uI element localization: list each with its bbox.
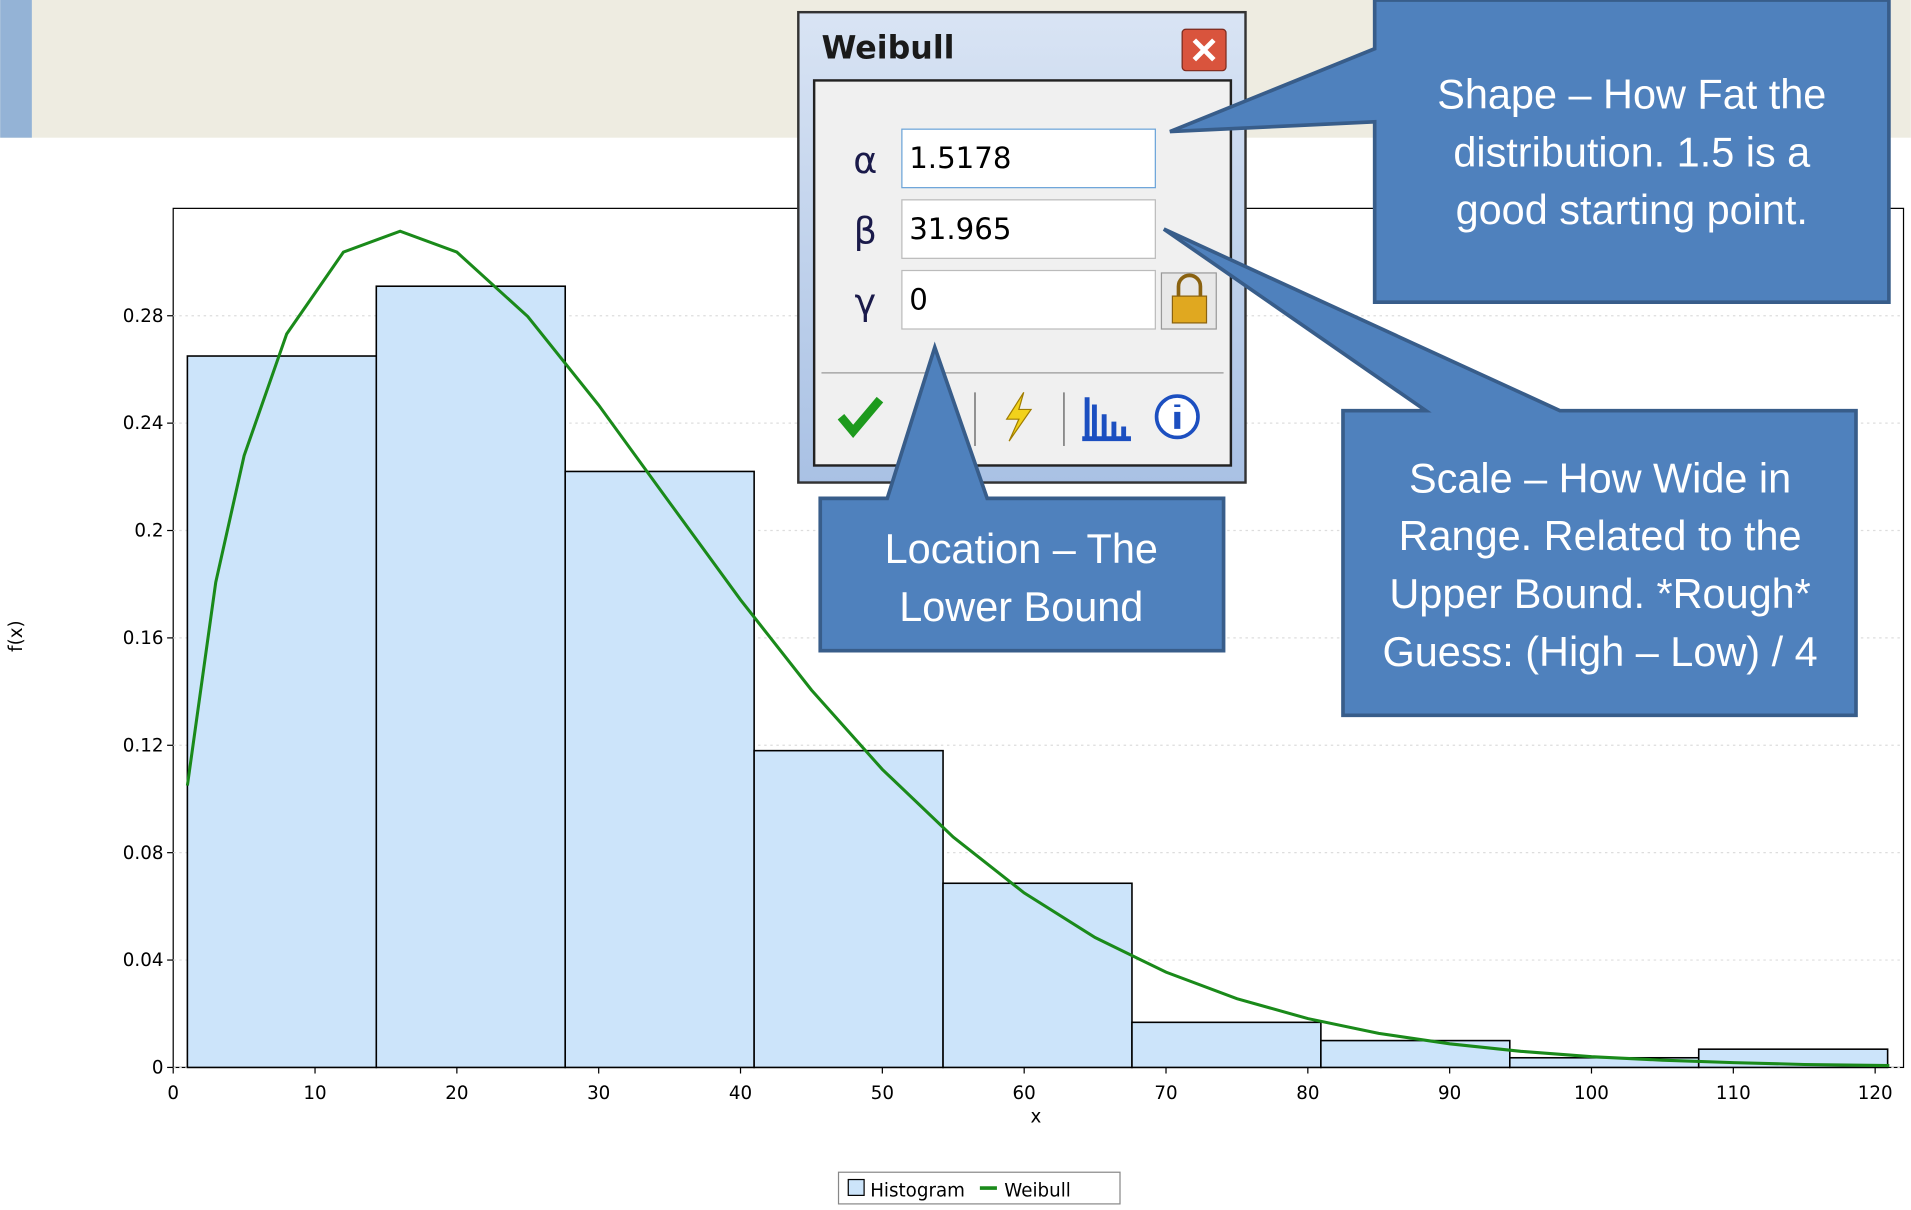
callout-text: Shape – How Fat the	[1437, 70, 1826, 117]
x-tick-label: 110	[1716, 1083, 1751, 1104]
x-tick-label: 60	[1013, 1083, 1036, 1104]
y-tick-label: 0.2	[134, 521, 163, 542]
x-tick-label: 40	[729, 1083, 752, 1104]
x-axis-label: x	[1031, 1106, 1042, 1127]
callout-text: Scale – How Wide in	[1409, 454, 1791, 501]
x-tick-label: 30	[587, 1083, 610, 1104]
legend: Histogram Weibull	[839, 1172, 1120, 1204]
param-value: 1.5178	[909, 141, 1011, 175]
y-tick-label: 0.28	[123, 306, 164, 327]
param-input[interactable]	[902, 271, 1155, 329]
param-value: 0	[909, 283, 928, 317]
param-symbol: α	[853, 139, 877, 182]
param-symbol: γ	[855, 280, 877, 323]
bar	[943, 883, 1132, 1067]
x-tick-label: 120	[1858, 1083, 1893, 1104]
callout-text: Guess: (High – Low) / 4	[1383, 628, 1818, 675]
x-tick-label: 70	[1154, 1083, 1177, 1104]
callout-text: Lower Bound	[899, 583, 1143, 630]
x-tick-label: 10	[303, 1083, 326, 1104]
bar	[565, 471, 754, 1067]
y-tick-label: 0.16	[123, 628, 164, 649]
callout-text: distribution. 1.5 is a	[1453, 128, 1811, 175]
x-tick-label: 20	[445, 1083, 468, 1104]
y-axis-label: f(x)	[6, 620, 27, 652]
dialog-title: Weibull	[821, 30, 954, 66]
y-tick-label: 0.24	[123, 413, 164, 434]
bar	[187, 356, 376, 1067]
x-tick-label: 90	[1438, 1083, 1461, 1104]
legend-label: Weibull	[1004, 1181, 1071, 1202]
param-symbol: β	[854, 210, 877, 253]
callout-text: Range. Related to the	[1399, 512, 1802, 559]
legend-label: Histogram	[870, 1181, 965, 1202]
callout-text: good starting point.	[1456, 186, 1808, 233]
bar	[1321, 1041, 1510, 1068]
y-tick-label: 0.08	[123, 843, 164, 864]
y-tick-label: 0.12	[123, 735, 164, 756]
y-tick-label: 0.04	[123, 950, 164, 971]
legend-swatch	[848, 1180, 864, 1196]
bar	[376, 286, 565, 1067]
bar	[754, 751, 943, 1068]
lock-icon	[1172, 296, 1206, 323]
x-tick-label: 50	[871, 1083, 894, 1104]
bar	[1132, 1022, 1321, 1067]
y-tick-label: 0	[152, 1058, 164, 1079]
page: 0 0.04 0.08 0.12 0.16 0.2 0.24 0.28 0 10 20 30 40 50 6…	[0, 0, 1911, 1210]
param-value: 31.965	[909, 212, 1011, 246]
callout-text: Location – The	[885, 525, 1158, 572]
header-accent	[0, 0, 32, 138]
x-tick-label: 100	[1574, 1083, 1609, 1104]
x-tick-label: 80	[1296, 1083, 1319, 1104]
x-tick-label: 0	[167, 1083, 179, 1104]
callout-text: Upper Bound. *Rough*	[1389, 570, 1810, 617]
screen: 0 0.04 0.08 0.12 0.16 0.2 0.24 0.28 0 10 20 30 40 50 6…	[0, 0, 1911, 1210]
